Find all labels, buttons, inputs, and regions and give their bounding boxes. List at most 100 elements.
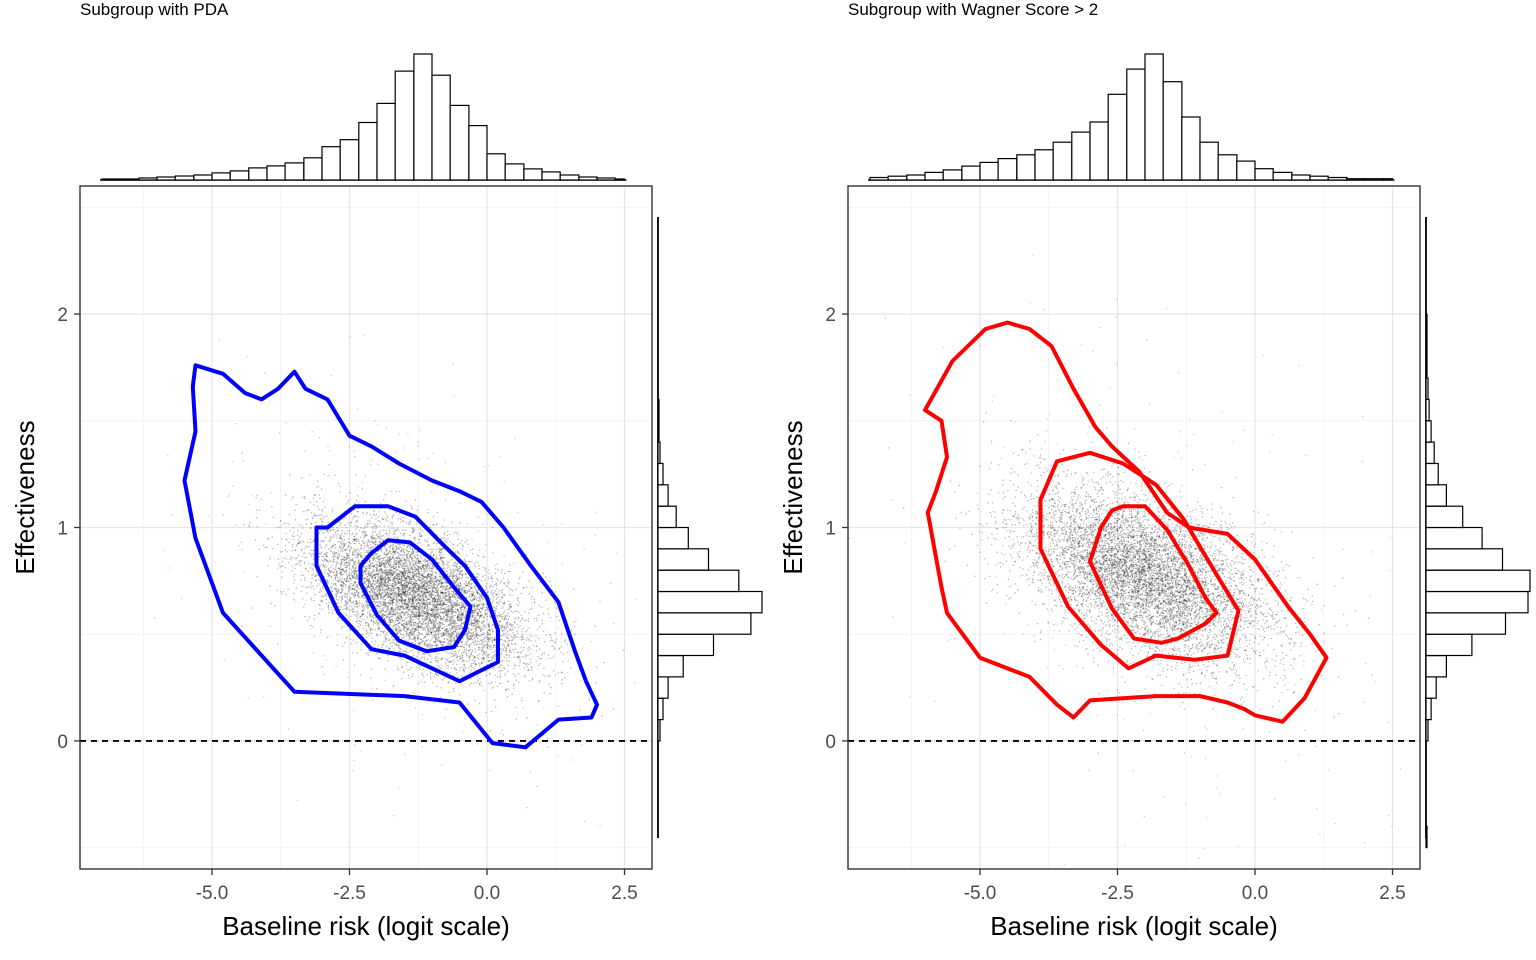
scatter-point: [404, 612, 406, 614]
scatter-point: [384, 576, 387, 579]
scatter-point: [397, 554, 399, 557]
scatter-point: [392, 582, 394, 585]
scatter-point: [325, 564, 327, 566]
scatter-point: [327, 474, 330, 477]
scatter-point: [444, 612, 446, 614]
scatter-point: [380, 568, 382, 571]
scatter-point: [481, 640, 484, 643]
scatter-point: [421, 609, 424, 611]
scatter-point: [564, 639, 566, 641]
scatter-point: [429, 619, 431, 622]
scatter-point: [453, 619, 456, 622]
scatter-point: [375, 573, 378, 575]
scatter-point: [453, 575, 455, 577]
scatter-point: [349, 492, 351, 494]
scatter-point: [406, 603, 409, 606]
scatter-point: [429, 581, 432, 584]
scatter-point: [455, 581, 457, 583]
scatter-point: [407, 603, 410, 605]
scatter-point: [362, 533, 365, 535]
scatter-point: [354, 576, 356, 579]
scatter-point: [302, 510, 304, 513]
scatter-point: [385, 637, 388, 640]
scatter-point: [333, 528, 335, 531]
scatter-point: [373, 599, 375, 601]
scatter-point: [395, 595, 397, 597]
scatter-point: [497, 569, 499, 571]
scatter-point: [339, 542, 342, 544]
scatter-point: [330, 535, 332, 538]
scatter-point: [409, 621, 412, 624]
scatter-point: [358, 553, 361, 555]
scatter-point: [453, 628, 455, 630]
scatter-point: [417, 623, 420, 625]
scatter-point: [448, 636, 450, 638]
scatter-point: [357, 511, 359, 513]
scatter-point: [387, 601, 389, 604]
scatter-point: [346, 554, 349, 557]
scatter-point: [472, 625, 474, 628]
scatter-point: [334, 531, 336, 533]
scatter-point: [445, 611, 447, 613]
scatter-point: [404, 529, 407, 531]
scatter-point: [421, 605, 424, 608]
scatter-point: [412, 555, 415, 558]
scatter-point: [321, 559, 323, 561]
scatter-point: [426, 673, 429, 676]
scatter-point: [359, 536, 362, 538]
scatter-point: [423, 681, 426, 684]
scatter-point: [439, 615, 441, 617]
scatter-point: [543, 652, 546, 654]
scatter-point: [415, 642, 417, 645]
scatter-point: [335, 574, 337, 577]
scatter-point: [504, 641, 507, 643]
scatter-point: [501, 589, 504, 591]
scatter-point: [371, 597, 374, 599]
scatter-point: [433, 603, 436, 606]
scatter-point: [378, 591, 380, 594]
scatter-point: [415, 551, 418, 554]
scatter-point: [372, 568, 375, 571]
scatter-point: [356, 556, 359, 559]
scatter-point: [303, 561, 306, 564]
scatter-point: [447, 598, 450, 601]
scatter-point: [457, 631, 460, 634]
scatter-point: [365, 579, 368, 581]
scatter-point: [366, 544, 369, 546]
scatter-point: [410, 564, 412, 567]
scatter-point: [336, 537, 338, 539]
scatter-point: [398, 543, 400, 545]
scatter-point: [536, 645, 538, 647]
scatter-point: [332, 579, 335, 581]
scatter-point: [408, 609, 410, 611]
scatter-point: [436, 612, 438, 615]
scatter-point: [391, 599, 394, 601]
scatter-point: [521, 617, 524, 619]
scatter-point: [291, 545, 294, 548]
scatter-point: [433, 616, 436, 619]
scatter-point: [510, 635, 513, 637]
scatter-point: [405, 593, 407, 595]
scatter-point: [333, 574, 336, 577]
scatter-point: [354, 549, 357, 551]
scatter-point: [467, 576, 469, 579]
scatter-point: [387, 614, 389, 616]
scatter-point: [470, 653, 472, 656]
scatter-point: [355, 566, 358, 568]
scatter-point: [389, 620, 391, 623]
scatter-point: [447, 633, 450, 636]
scatter-point: [452, 575, 454, 577]
scatter-point: [360, 603, 362, 605]
scatter-point: [477, 589, 479, 591]
scatter-point: [431, 681, 434, 683]
scatter-point: [358, 622, 360, 625]
scatter-point: [359, 620, 361, 622]
scatter-point: [384, 640, 387, 642]
scatter-point: [420, 574, 423, 576]
scatter-point: [392, 599, 394, 602]
scatter-point: [449, 604, 451, 607]
scatter-point: [351, 593, 354, 596]
scatter-point: [360, 649, 362, 651]
scatter-point: [394, 621, 396, 623]
scatter-point: [290, 556, 292, 558]
